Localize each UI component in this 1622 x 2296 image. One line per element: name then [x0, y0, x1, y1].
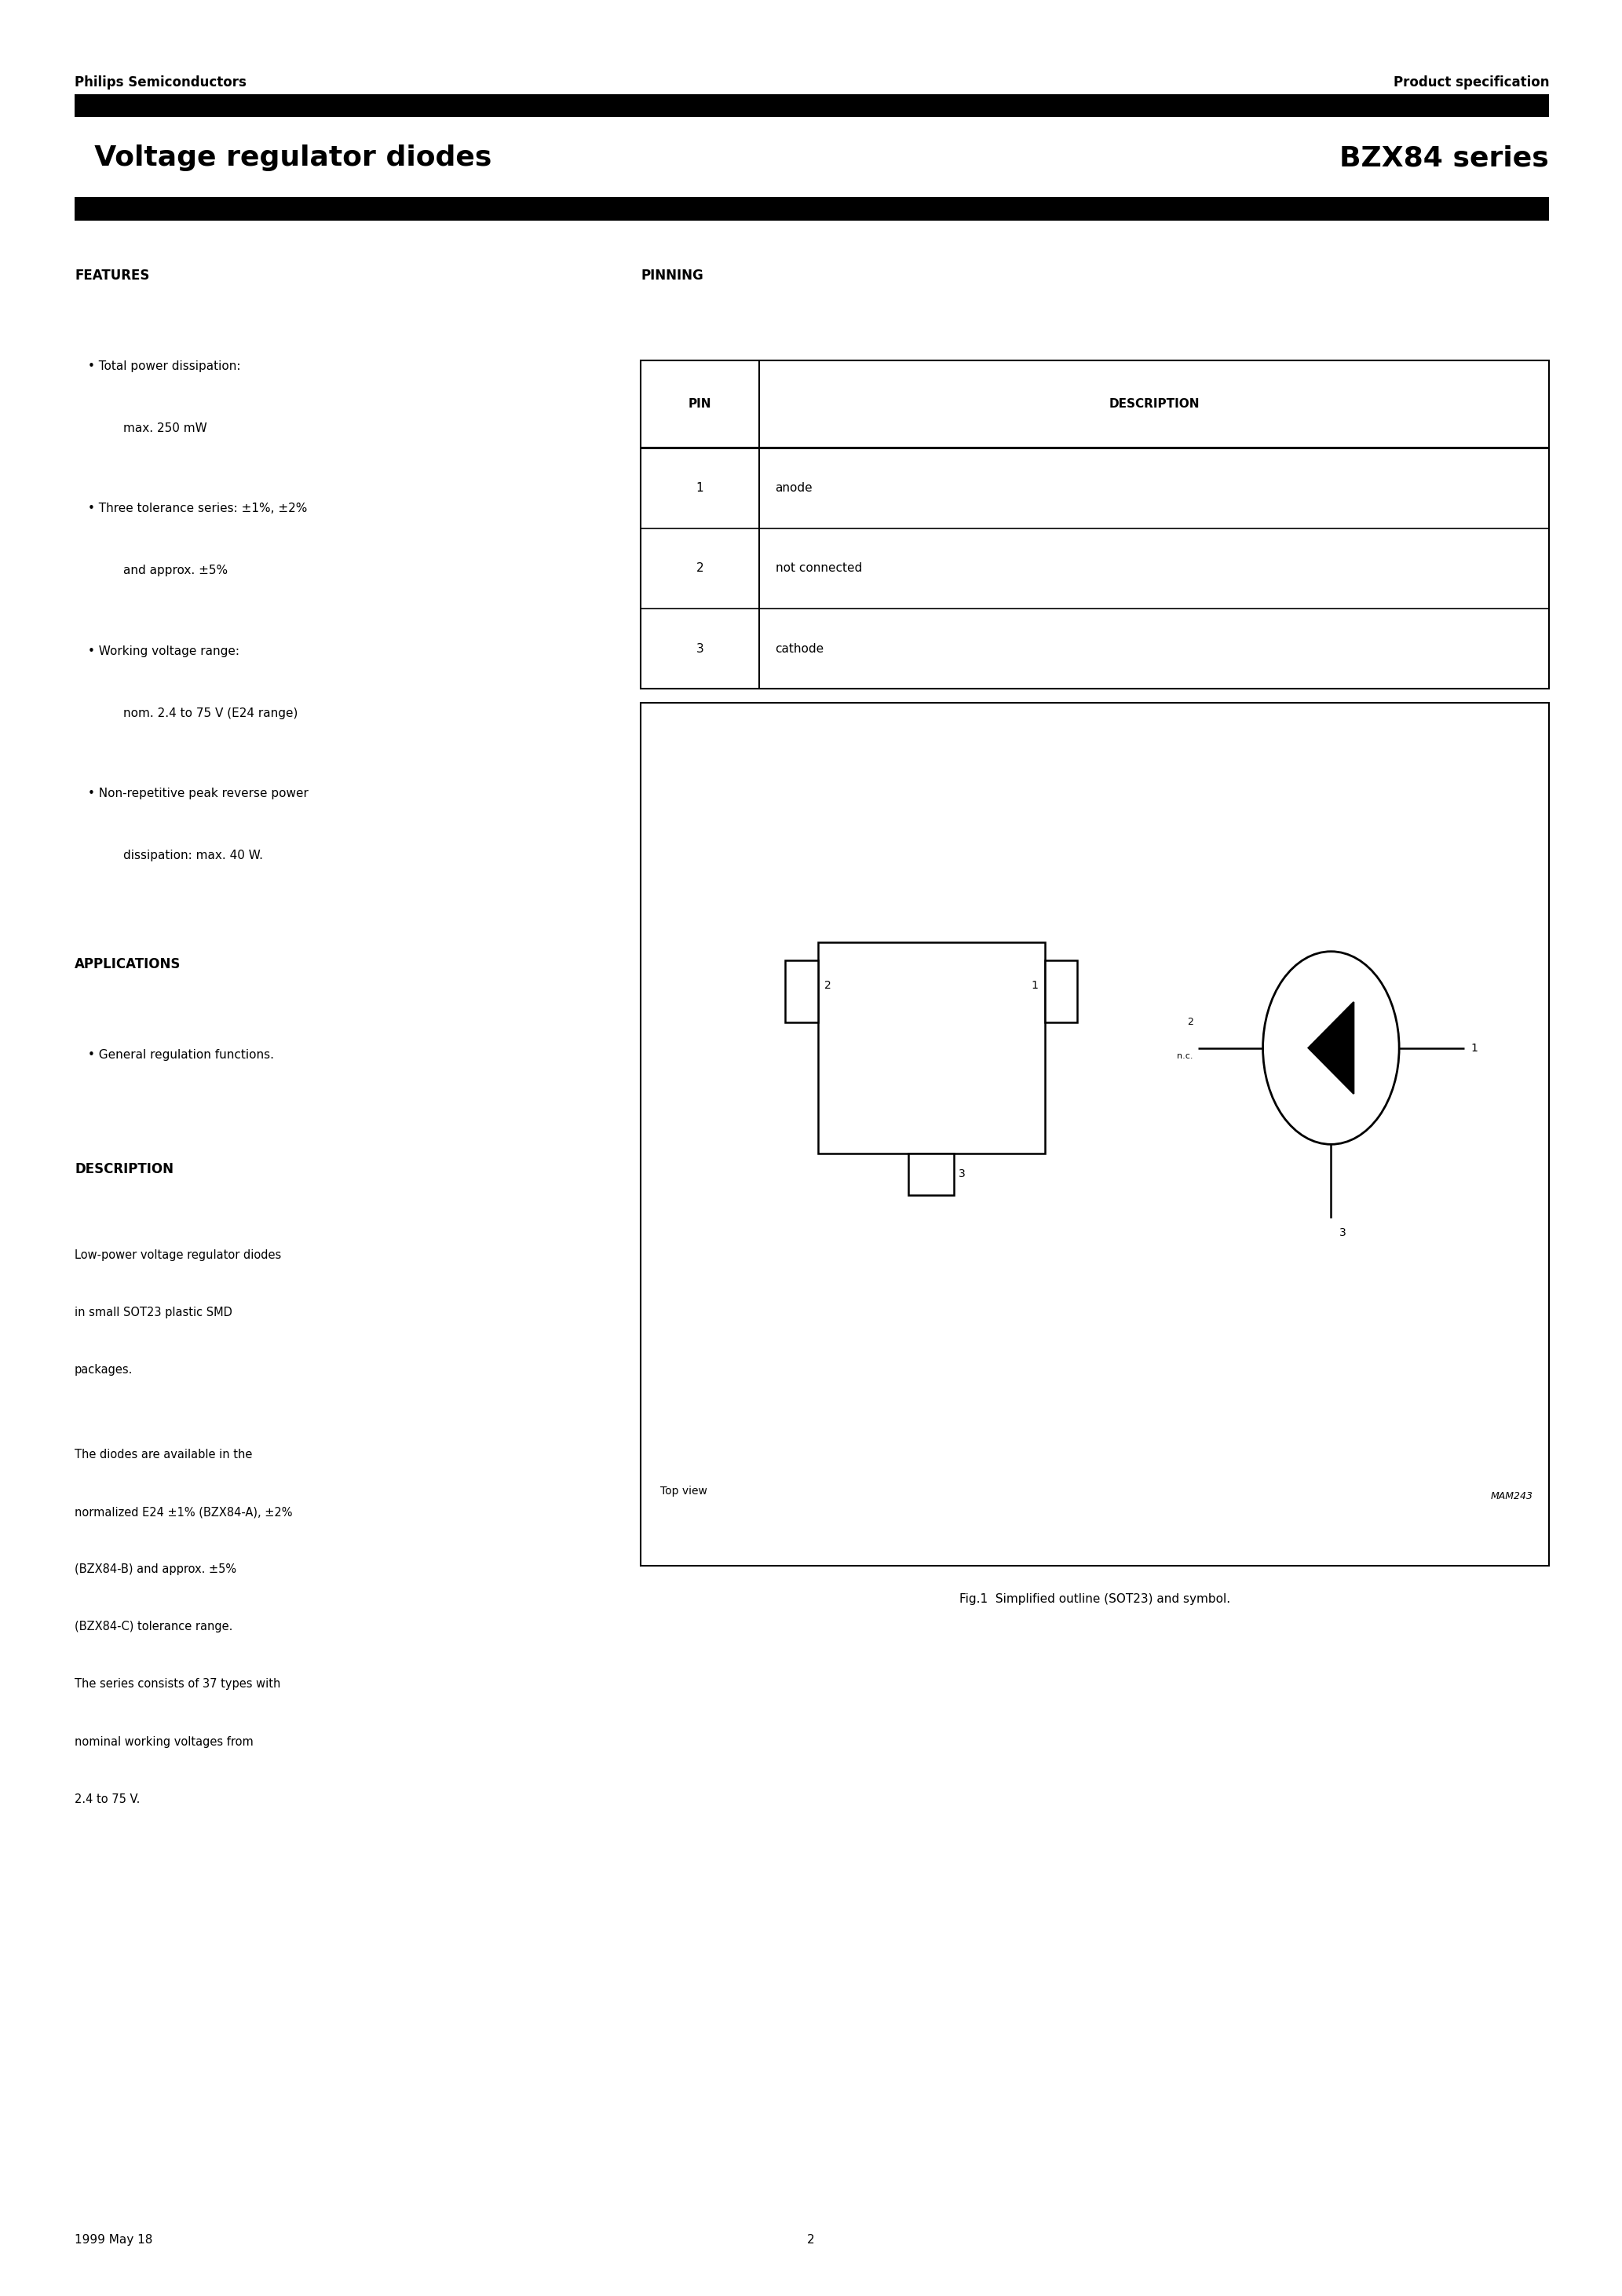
Bar: [75, 94, 1549, 117]
Text: 2: 2: [824, 980, 830, 992]
Bar: [641, 703, 1549, 1566]
Text: not connected: not connected: [775, 563, 861, 574]
Text: 3: 3: [1340, 1226, 1346, 1238]
Text: max. 250 mW: max. 250 mW: [123, 422, 208, 434]
Text: Fig.1  Simplified outline (SOT23) and symbol.: Fig.1 Simplified outline (SOT23) and sym…: [959, 1593, 1231, 1605]
Text: dissipation: max. 40 W.: dissipation: max. 40 W.: [123, 850, 263, 861]
Text: PIN: PIN: [688, 397, 712, 411]
Text: 1999 May 18: 1999 May 18: [75, 2234, 152, 2245]
Bar: [908, 1153, 954, 1194]
Text: Product specification: Product specification: [1393, 76, 1549, 90]
Text: 3: 3: [696, 643, 704, 654]
Text: 1: 1: [1471, 1042, 1478, 1054]
Text: 2.4 to 75 V.: 2.4 to 75 V.: [75, 1793, 139, 1805]
Text: 2: 2: [1187, 1017, 1194, 1026]
Text: nominal working voltages from: nominal working voltages from: [75, 1736, 253, 1747]
Text: DESCRIPTION: DESCRIPTION: [75, 1162, 174, 1176]
Text: 2: 2: [808, 2234, 814, 2245]
Text: FEATURES: FEATURES: [75, 269, 149, 282]
Text: packages.: packages.: [75, 1364, 133, 1375]
Text: MAM243: MAM243: [1491, 1492, 1533, 1502]
Bar: [1045, 960, 1077, 1022]
Text: normalized E24 ±1% (BZX84-A), ±2%: normalized E24 ±1% (BZX84-A), ±2%: [75, 1506, 292, 1518]
Bar: [817, 941, 1045, 1153]
Text: The diodes are available in the: The diodes are available in the: [75, 1449, 253, 1460]
Text: • Three tolerance series: ±1%, ±2%: • Three tolerance series: ±1%, ±2%: [88, 503, 307, 514]
Text: • Total power dissipation:: • Total power dissipation:: [88, 360, 240, 372]
Text: nom. 2.4 to 75 V (E24 range): nom. 2.4 to 75 V (E24 range): [123, 707, 298, 719]
Text: Philips Semiconductors: Philips Semiconductors: [75, 76, 247, 90]
Text: Low-power voltage regulator diodes: Low-power voltage regulator diodes: [75, 1249, 281, 1261]
Text: BZX84 series: BZX84 series: [1340, 145, 1549, 172]
Text: The series consists of 37 types with: The series consists of 37 types with: [75, 1678, 281, 1690]
Polygon shape: [1309, 1001, 1354, 1093]
Text: anode: anode: [775, 482, 813, 494]
Text: Top view: Top view: [660, 1486, 707, 1497]
Bar: [785, 960, 817, 1022]
Text: 3: 3: [959, 1169, 965, 1180]
Text: in small SOT23 plastic SMD: in small SOT23 plastic SMD: [75, 1306, 232, 1318]
Text: • General regulation functions.: • General regulation functions.: [88, 1049, 274, 1061]
Text: n.c.: n.c.: [1178, 1052, 1194, 1061]
Text: cathode: cathode: [775, 643, 824, 654]
Text: (BZX84-C) tolerance range.: (BZX84-C) tolerance range.: [75, 1621, 232, 1632]
Circle shape: [1264, 951, 1400, 1143]
Bar: [75, 197, 1549, 220]
Text: • Working voltage range:: • Working voltage range:: [88, 645, 238, 657]
Text: Voltage regulator diodes: Voltage regulator diodes: [75, 145, 491, 172]
Text: DESCRIPTION: DESCRIPTION: [1109, 397, 1199, 411]
Text: 1: 1: [696, 482, 704, 494]
Text: • Non-repetitive peak reverse power: • Non-repetitive peak reverse power: [88, 788, 308, 799]
Text: 2: 2: [696, 563, 704, 574]
Text: PINNING: PINNING: [641, 269, 704, 282]
Text: and approx. ±5%: and approx. ±5%: [123, 565, 227, 576]
Bar: [641, 360, 1549, 689]
Text: 1: 1: [1032, 980, 1038, 992]
Text: (BZX84-B) and approx. ±5%: (BZX84-B) and approx. ±5%: [75, 1564, 237, 1575]
Text: APPLICATIONS: APPLICATIONS: [75, 957, 182, 971]
